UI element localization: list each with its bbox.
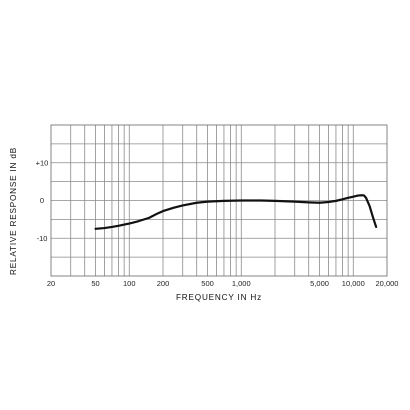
y-tick-label: +10 — [36, 158, 49, 167]
x-tick-label: 10,000 — [342, 279, 365, 288]
x-tick-label: 200 — [157, 279, 170, 288]
x-tick-label: 100 — [123, 279, 136, 288]
x-tick-labels: 20 50 100 200 500 1,000 5,000 10,000 20,000 — [47, 279, 399, 288]
y-tick-label: -10 — [37, 234, 48, 243]
response-curve — [94, 194, 378, 230]
x-tick-label: 5,000 — [310, 279, 329, 288]
x-tick-label: 1,000 — [232, 279, 251, 288]
x-tick-label: 50 — [91, 279, 99, 288]
x-axis-title: FREQUENCY IN Hz — [176, 293, 262, 302]
y-tick-labels: +10 0 -10 — [36, 158, 49, 243]
y-tick-label: 0 — [40, 196, 44, 205]
y-axis-title: RELATIVE RESPONSE IN dB — [9, 147, 18, 275]
x-tick-label: 20,000 — [376, 279, 399, 288]
plot-frame — [50, 124, 388, 277]
x-tick-label: 20 — [47, 279, 55, 288]
x-tick-label: 500 — [201, 279, 214, 288]
